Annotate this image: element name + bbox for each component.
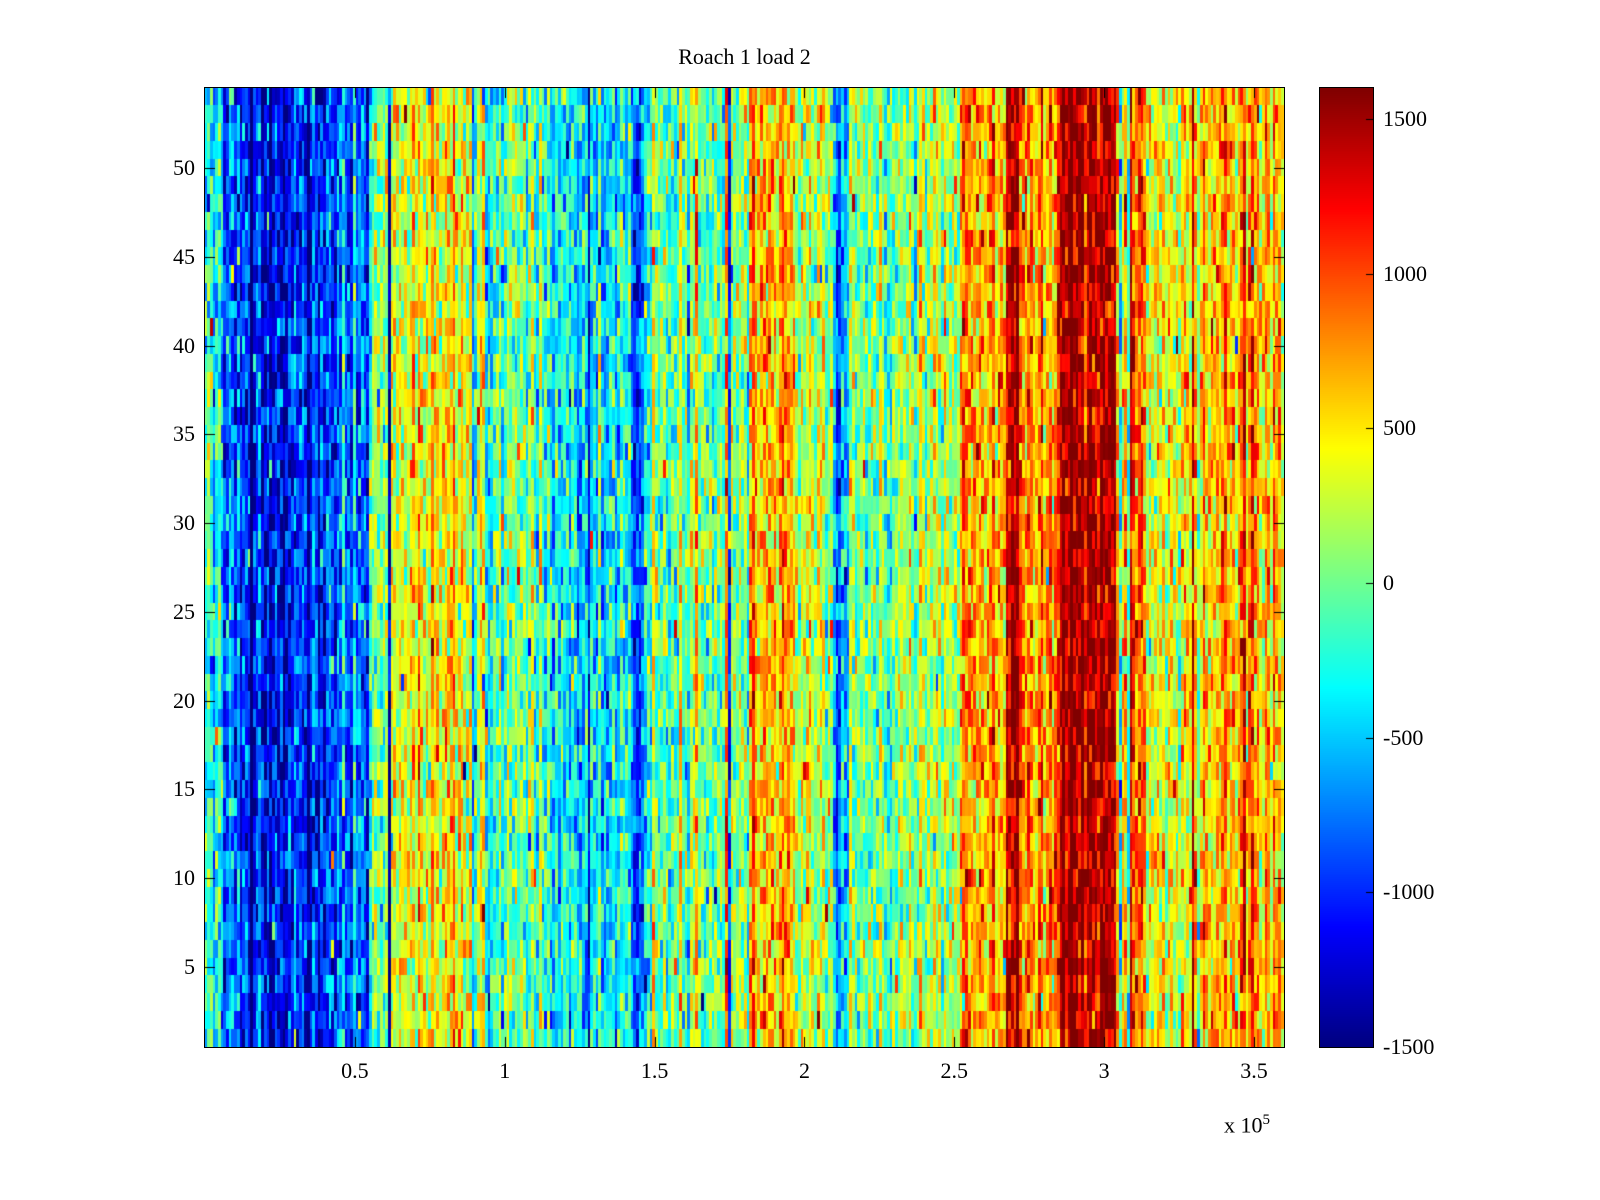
y-tick-label: 20 [173, 687, 195, 713]
y-tick-label: 50 [173, 154, 195, 180]
colorbar-tick-label: -500 [1383, 724, 1424, 750]
y-tick-label: 5 [184, 954, 195, 980]
x-tick-label: 1 [499, 1058, 511, 1083]
y-tick-label: 25 [173, 598, 195, 624]
x-tick-label: 3 [1098, 1058, 1110, 1083]
heatmap-canvas [204, 87, 1285, 1048]
colorbar-canvas [1319, 87, 1374, 1048]
colorbar-tick-label: 500 [1383, 415, 1416, 441]
x-scale-mantissa: x 10 [1224, 1112, 1263, 1138]
y-tick-label: 15 [173, 776, 195, 802]
y-tick-label: 40 [173, 332, 195, 358]
y-tick-label: 30 [173, 510, 195, 536]
x-tick-label: 0.5 [341, 1058, 369, 1083]
x-tick-label: 3.5 [1240, 1058, 1268, 1083]
plot-area [204, 87, 1285, 1048]
x-scale-exponent: 5 [1262, 1112, 1271, 1128]
colorbar-tick-label: 1000 [1383, 260, 1427, 286]
colorbar [1319, 87, 1374, 1048]
x-tick-label: 2.5 [940, 1058, 969, 1083]
x-tick-label: 2 [798, 1058, 810, 1083]
colorbar-tick-label: 0 [1383, 569, 1394, 595]
colorbar-tick-label: -1000 [1383, 879, 1435, 905]
chart-title: Roach 1 load 2 [678, 44, 811, 69]
colorbar-tick-label: -1500 [1383, 1034, 1435, 1059]
y-tick-label: 45 [173, 243, 195, 269]
colorbar-tick-label: 1500 [1383, 105, 1427, 131]
y-tick-label: 35 [173, 421, 195, 447]
y-tick-label: 10 [173, 865, 195, 891]
x-axis-scale-label: x 105 [1224, 1112, 1270, 1138]
x-tick-label: 1.5 [640, 1058, 669, 1083]
